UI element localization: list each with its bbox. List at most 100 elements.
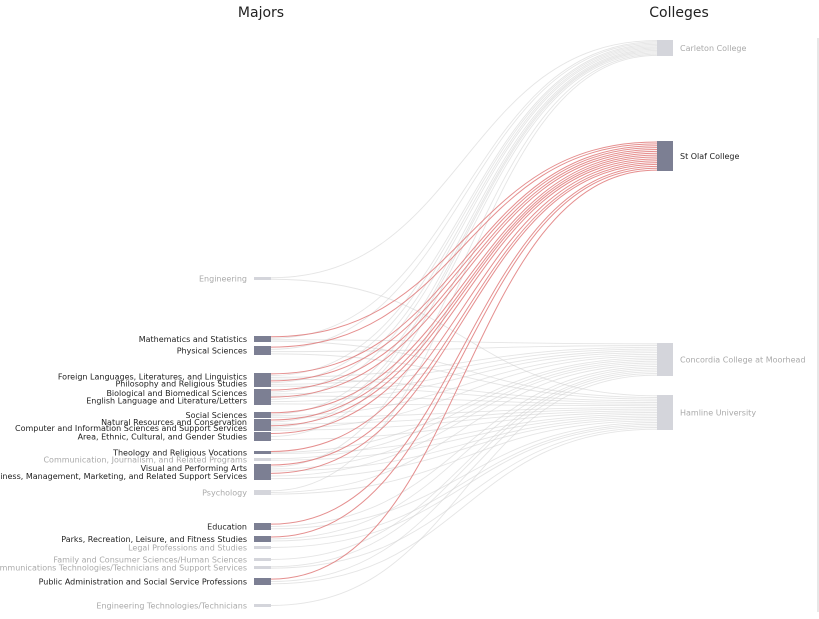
link-business-management-marketing-and-related-support-services-to-concordia-college-at-moorhead <box>270 362 658 477</box>
major-label-social-sciences: Social Sciences <box>186 411 247 420</box>
major-node-english-language-and-literature-letters[interactable] <box>254 396 271 405</box>
link-business-management-marketing-and-related-support-services-to-st-olaf-college <box>270 163 658 474</box>
link-philosophy-and-religious-studies-to-concordia-college-at-moorhead <box>270 348 658 385</box>
major-label-visual-and-performing-arts: Visual and Performing Arts <box>141 464 247 473</box>
major-label-theology-and-religious-vocations: Theology and Religious Vocations <box>112 449 247 458</box>
link-social-sciences-to-hamline-university <box>270 407 658 418</box>
major-node-visual-and-performing-arts[interactable] <box>254 464 271 472</box>
link-area-ethnic-cultural-and-gender-studies-to-carleton-college <box>270 52 658 437</box>
link-theology-and-religious-vocations-to-st-olaf-college <box>270 160 658 452</box>
major-node-public-administration-and-social-service-professions[interactable] <box>254 578 271 585</box>
major-label-engineering-technologies-technicians: Engineering Technologies/Technicians <box>96 602 247 611</box>
link-parks-recreation-leisure-and-fitness-studies-to-hamline-university <box>270 423 658 542</box>
major-label-area-ethnic-cultural-and-gender-studies: Area, Ethnic, Cultural, and Gender Studi… <box>78 433 247 442</box>
college-node-carleton-college[interactable] <box>657 40 673 56</box>
link-foreign-languages-literatures-and-linguistics-to-hamline-university <box>270 378 658 402</box>
link-visual-and-performing-arts-to-concordia-college-at-moorhead <box>270 360 658 470</box>
link-area-ethnic-cultural-and-gender-studies-to-hamline-university <box>270 412 658 440</box>
link-area-ethnic-cultural-and-gender-studies-to-st-olaf-college <box>270 158 658 434</box>
link-physical-sciences-to-hamline-university <box>270 353 658 400</box>
major-node-legal-professions-and-studies[interactable] <box>254 546 271 549</box>
major-node-computer-and-information-sciences-and-support-services[interactable] <box>254 425 271 431</box>
link-computer-and-information-sciences-and-support-services-to-hamline-university <box>270 410 658 431</box>
major-node-communications-technologies-technicians-and-support-services[interactable] <box>254 566 271 569</box>
major-node-education[interactable] <box>254 523 271 530</box>
major-node-business-management-marketing-and-related-support-services[interactable] <box>254 472 271 480</box>
major-node-engineering-technologies-technicians[interactable] <box>254 604 271 607</box>
link-education-to-st-olaf-college <box>270 165 658 525</box>
link-public-administration-and-social-service-professions-to-st-olaf-college <box>270 169 658 580</box>
major-node-physical-sciences[interactable] <box>254 346 271 355</box>
major-node-area-ethnic-cultural-and-gender-studies[interactable] <box>254 432 271 441</box>
major-node-theology-and-religious-vocations[interactable] <box>254 451 271 454</box>
majors-header: Majors <box>238 5 284 21</box>
link-philosophy-and-religious-studies-to-st-olaf-college <box>270 147 658 382</box>
link-mathematics-and-statistics-to-st-olaf-college <box>270 141 658 338</box>
link-mathematics-and-statistics-to-concordia-college-at-moorhead <box>270 339 658 345</box>
link-engineering-technologies-technicians-to-concordia-college-at-moorhead <box>270 374 658 606</box>
link-biological-and-biomedical-sciences-to-concordia-college-at-moorhead <box>270 350 658 395</box>
major-node-communication-journalism-and-related-programs[interactable] <box>254 458 271 461</box>
link-english-language-and-literature-letters-to-carleton-college <box>270 47 658 400</box>
major-label-english-language-and-literature-letters: English Language and Literature/Letters <box>86 397 247 406</box>
link-philosophy-and-religious-studies-to-hamline-university <box>270 385 658 403</box>
college-node-st-olaf-college[interactable] <box>657 141 673 171</box>
link-mathematics-and-statistics-to-carleton-college <box>270 41 658 339</box>
link-business-management-marketing-and-related-support-services-to-hamline-university <box>270 418 658 480</box>
link-engineering-to-hamline-university <box>270 278 658 397</box>
major-label-family-and-consumer-sciences-human-sciences: Family and Consumer Sciences/Human Scien… <box>53 556 247 565</box>
major-node-social-sciences[interactable] <box>254 412 271 418</box>
link-english-language-and-literature-letters-to-st-olaf-college <box>270 150 658 398</box>
major-label-public-administration-and-social-service-professions: Public Administration and Social Service… <box>39 578 247 587</box>
college-label-hamline-university: Hamline University <box>680 409 756 418</box>
major-node-mathematics-and-statistics[interactable] <box>254 336 271 342</box>
link-public-administration-and-social-service-professions-to-concordia-college-at-moorhead <box>270 372 658 582</box>
link-biological-and-biomedical-sciences-to-st-olaf-college <box>270 148 658 391</box>
major-label-communication-journalism-and-related-programs: Communication, Journalism, and Related P… <box>43 456 247 465</box>
major-label-foreign-languages-literatures-and-linguistics: Foreign Languages, Literatures, and Ling… <box>58 373 247 382</box>
link-english-language-and-literature-letters-to-concordia-college-at-moorhead <box>270 352 658 403</box>
major-label-computer-and-information-sciences-and-support-services: Computer and Information Sciences and Su… <box>15 424 247 433</box>
major-label-biological-and-biomedical-sciences: Biological and Biomedical Sciences <box>106 389 247 398</box>
major-node-natural-resources-and-conservation[interactable] <box>254 419 271 425</box>
major-node-family-and-consumer-sciences-human-sciences[interactable] <box>254 558 271 561</box>
major-node-foreign-languages-literatures-and-linguistics[interactable] <box>254 373 271 380</box>
major-node-biological-and-biomedical-sciences[interactable] <box>254 389 271 397</box>
link-engineering-to-carleton-college <box>270 40 658 279</box>
link-computer-and-information-sciences-and-support-services-to-concordia-college-at-moorhead <box>270 355 658 430</box>
major-node-psychology[interactable] <box>254 490 271 495</box>
college-node-hamline-university[interactable] <box>657 395 673 430</box>
major-label-business-management-marketing-and-related-support-services: Business, Management, Marketing, and Rel… <box>0 472 247 481</box>
college-nodes: Carleton College St Olaf College Concordia… <box>657 40 806 430</box>
link-mathematics-and-statistics-to-hamline-university <box>270 340 658 398</box>
major-node-engineering[interactable] <box>254 277 271 280</box>
link-physical-sciences-to-concordia-college-at-moorhead <box>270 345 658 353</box>
link-social-sciences-to-concordia-college-at-moorhead <box>270 353 658 417</box>
inactive-links <box>270 40 658 606</box>
link-education-to-hamline-university <box>270 422 658 530</box>
link-parks-recreation-leisure-and-fitness-studies-to-concordia-college-at-moorhead <box>270 367 658 540</box>
colleges-header: Colleges <box>649 5 709 21</box>
major-node-parks-recreation-leisure-and-fitness-studies[interactable] <box>254 536 271 542</box>
major-label-engineering: Engineering <box>199 275 247 284</box>
link-natural-resources-and-conservation-to-carleton-college <box>270 50 658 423</box>
link-legal-professions-and-studies-to-hamline-university <box>270 425 658 548</box>
college-label-concordia-college-at-moorhead: Concordia College at Moorhead <box>680 356 806 365</box>
link-physical-sciences-to-st-olaf-college <box>270 143 658 348</box>
link-foreign-languages-literatures-and-linguistics-to-carleton-college <box>270 43 658 377</box>
link-public-administration-and-social-service-professions-to-hamline-university <box>270 428 658 585</box>
college-node-concordia-college-at-moorhead[interactable] <box>657 343 673 376</box>
link-foreign-languages-literatures-and-linguistics-to-concordia-college-at-moorhead <box>270 346 658 378</box>
link-physical-sciences-to-carleton-college <box>270 42 658 350</box>
major-label-education: Education <box>207 523 247 532</box>
major-node-philosophy-and-religious-studies[interactable] <box>254 380 271 387</box>
link-family-and-consumer-sciences-human-sciences-to-concordia-college-at-moorhead <box>270 369 658 560</box>
major-label-communications-technologies-technicians-and-support-services: Communications Technologies/Technicians … <box>0 564 247 573</box>
link-education-to-concordia-college-at-moorhead <box>270 365 658 527</box>
major-label-physical-sciences: Physical Sciences <box>177 347 247 356</box>
link-social-sciences-to-st-olaf-college <box>270 152 658 414</box>
link-theology-and-religious-vocations-to-hamline-university <box>270 413 658 454</box>
link-parks-recreation-leisure-and-fitness-studies-to-st-olaf-college <box>270 167 658 538</box>
link-psychology-to-hamline-university <box>270 420 658 495</box>
